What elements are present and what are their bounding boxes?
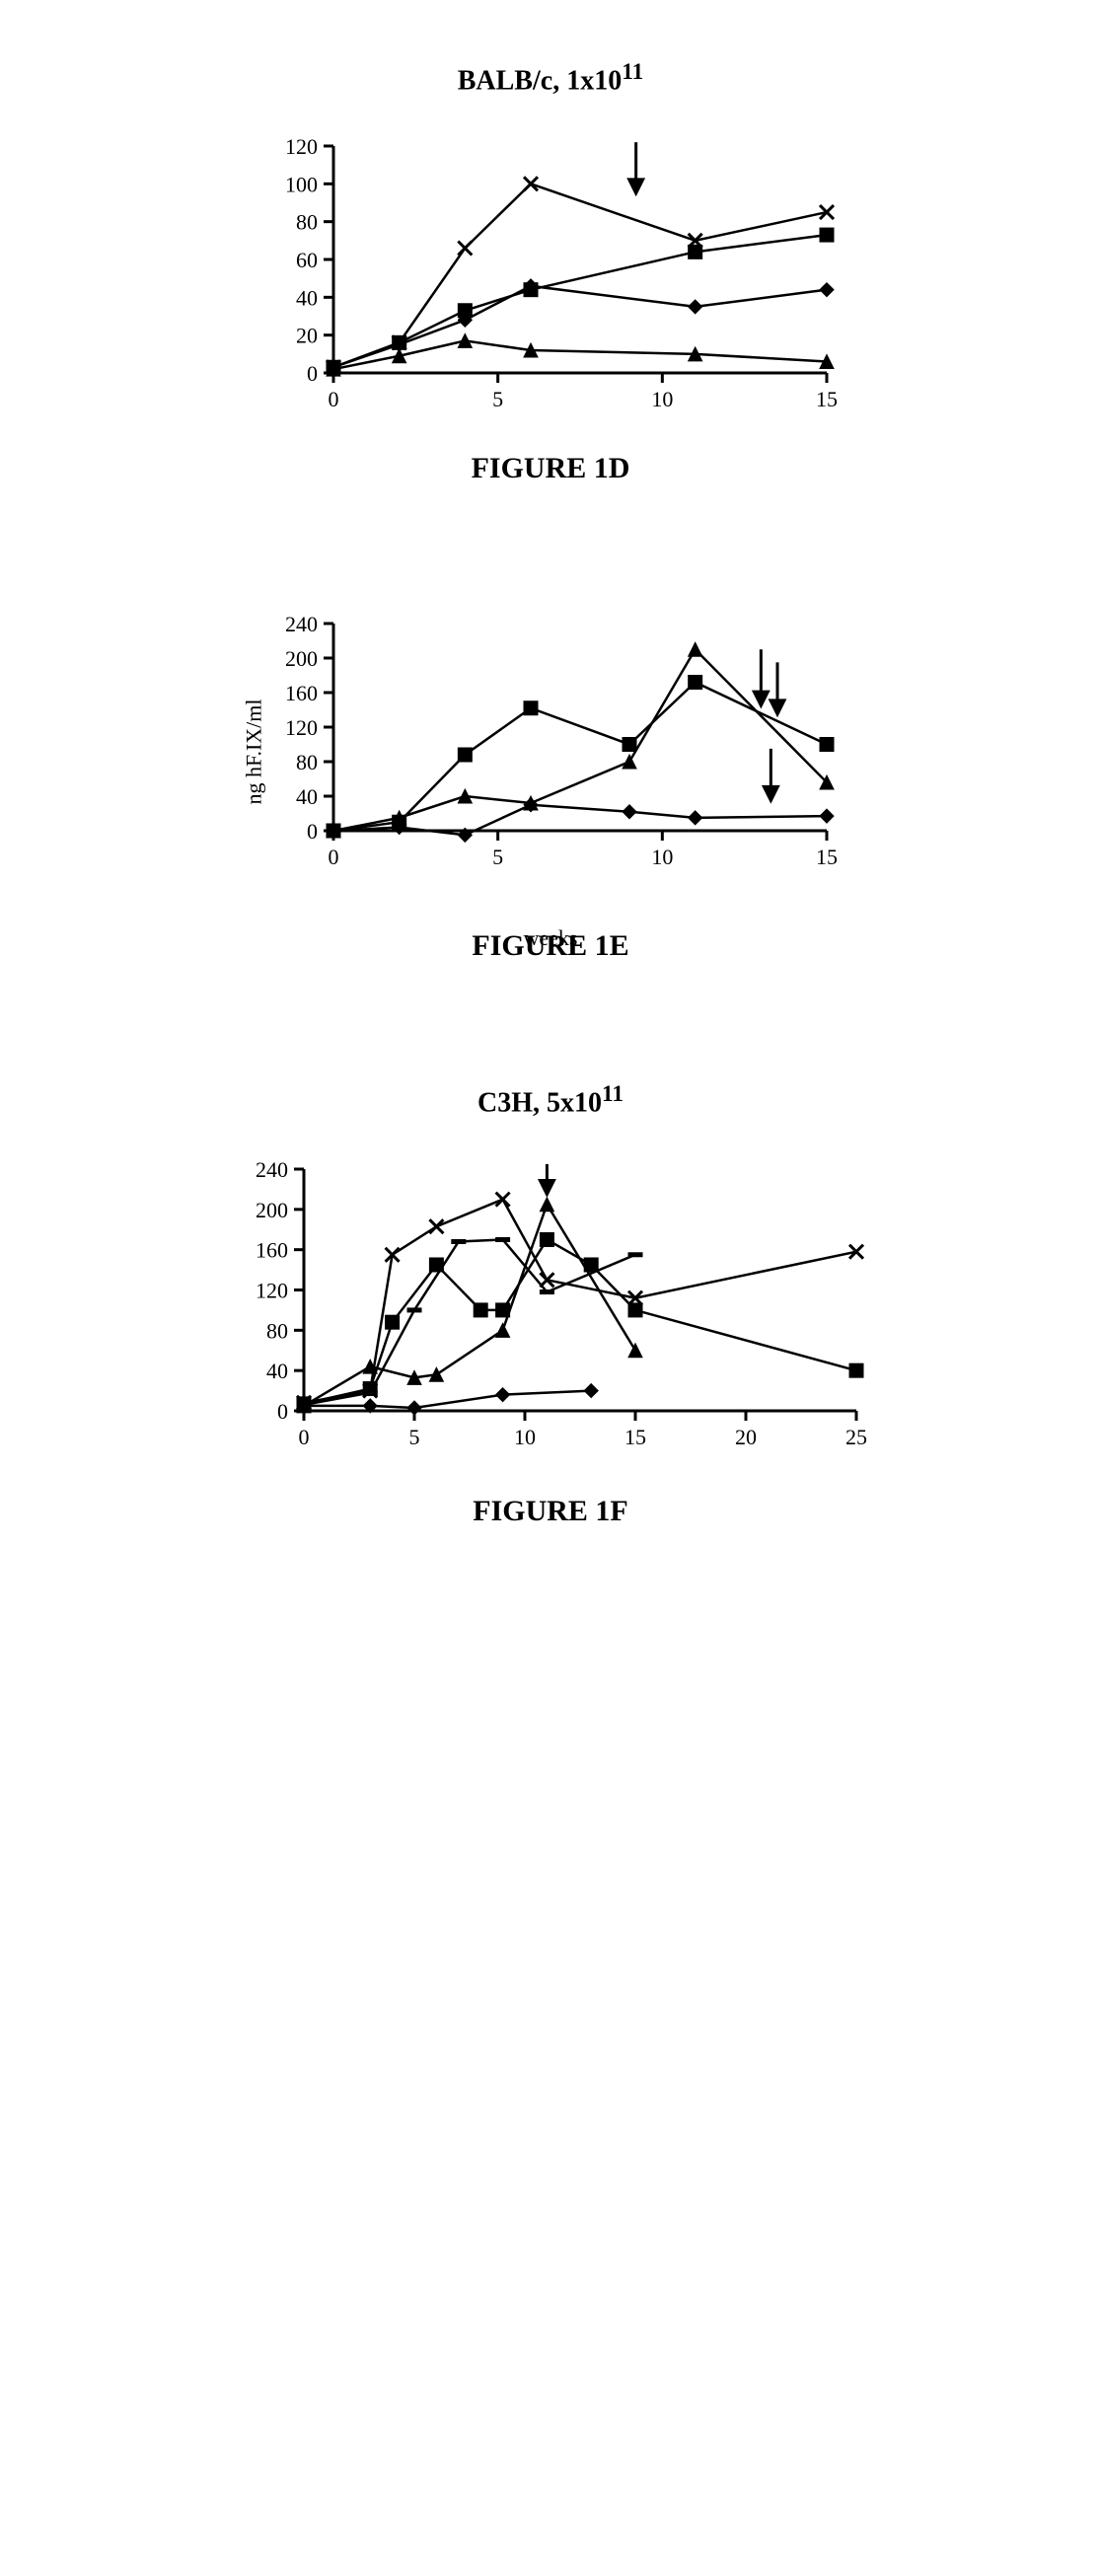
svg-text:160: 160 [256,1237,288,1262]
svg-text:5: 5 [492,845,503,869]
svg-text:15: 15 [816,387,838,411]
svg-text:40: 40 [296,286,318,311]
svg-text:120: 120 [256,1278,288,1302]
chart-d: BALB/c, 1x1011 0 20 40 60 80 100 120 0 5 10 15 FIG… [118,59,983,485]
svg-text:20: 20 [296,324,318,348]
svg-text:10: 10 [651,387,673,411]
chart-title: BALB/c, 1x1011 [118,59,983,97]
y-axis-label: ng hF.IX/ml [242,699,267,805]
svg-text:160: 160 [285,681,318,705]
svg-text:0: 0 [299,1425,310,1449]
svg-text:100: 100 [285,173,318,197]
series-line [333,341,827,370]
annotation-arrow [754,650,768,706]
svg-text:5: 5 [492,387,503,411]
svg-text:10: 10 [651,845,673,869]
svg-text:80: 80 [266,1318,288,1343]
svg-text:40: 40 [296,784,318,809]
svg-text:10: 10 [514,1425,536,1449]
svg-text:120: 120 [285,715,318,740]
chart-svg: 0 20 40 60 80 100 120 0 5 10 15 [245,126,856,422]
svg-text:0: 0 [307,819,318,844]
annotation-arrow [764,749,777,801]
chart-f: C3H, 5x1011 040801201602002400510152025 … [118,1081,983,1527]
annotation-arrow [629,142,643,193]
svg-text:120: 120 [285,134,318,159]
chart-svg: 0 40 80 120 160 200 240 0 5 10 15 [245,604,856,900]
plot-area: 0 40 80 120 160 200 240 0 5 10 15 20 25 [215,1149,886,1465]
svg-text:0: 0 [329,387,339,411]
chart-title: C3H, 5x1011 [118,1081,983,1119]
svg-text:0: 0 [329,845,339,869]
annotation-arrow [540,1164,553,1195]
svg-text:80: 80 [296,750,318,774]
plot-area: 0 20 40 60 80 100 120 0 5 10 15 [245,126,856,422]
svg-text:40: 40 [266,1359,288,1383]
chart-svg: 0 40 80 120 160 200 240 0 5 10 15 20 25 [215,1149,886,1465]
svg-text:0: 0 [277,1399,288,1424]
figure-label: FIGURE 1F [118,1495,983,1528]
svg-text:240: 240 [256,1157,288,1182]
svg-text:15: 15 [624,1425,646,1449]
series-line [333,650,827,832]
x-axis-label: weeks [245,925,856,951]
svg-text:0: 0 [307,361,318,386]
series-line [304,1204,635,1405]
svg-text:15: 15 [816,845,838,869]
chart-e: ng hF.IX/ml 0 40 80 120 160 200 240 0 5 10 15 week… [118,604,983,963]
series-line [333,235,827,367]
svg-text:5: 5 [409,1425,420,1449]
figure-label: FIGURE 1D [118,452,983,485]
svg-text:200: 200 [285,646,318,671]
svg-text:25: 25 [845,1425,867,1449]
svg-text:80: 80 [296,210,318,235]
series-line [304,1199,856,1402]
svg-text:240: 240 [285,612,318,636]
svg-text:60: 60 [296,248,318,272]
svg-text:20: 20 [735,1425,757,1449]
svg-text:200: 200 [256,1197,288,1221]
annotation-arrow [771,663,784,715]
plot-area: ng hF.IX/ml 04080120160200240051015 week… [245,604,856,900]
